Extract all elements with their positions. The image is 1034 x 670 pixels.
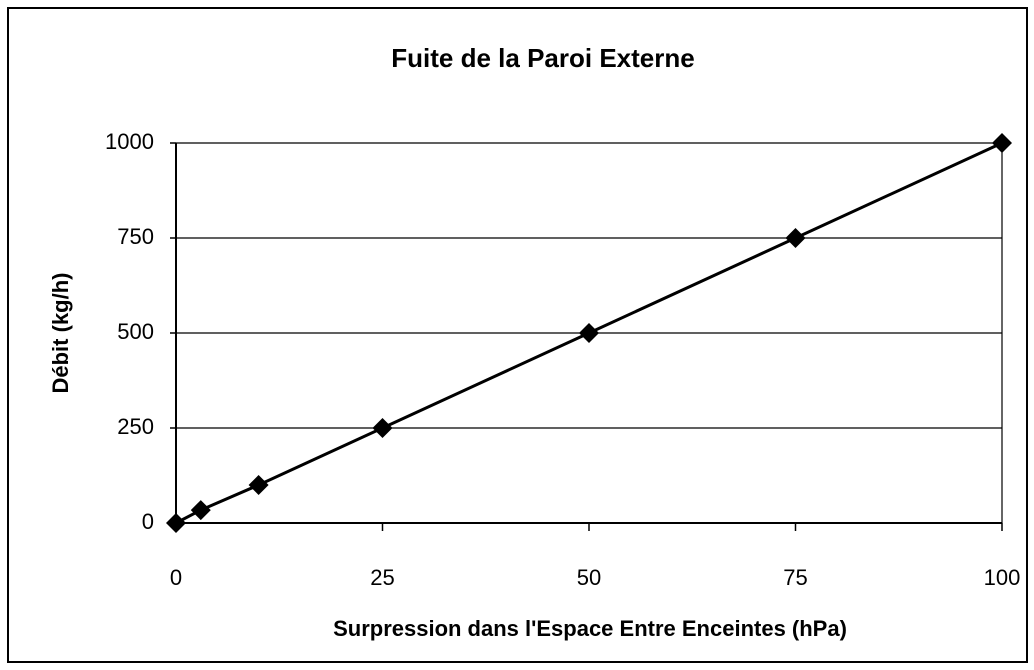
data-point bbox=[372, 418, 393, 438]
x-tick-label: 25 bbox=[370, 565, 394, 590]
data-point bbox=[785, 228, 806, 248]
y-tick-label: 0 bbox=[142, 509, 154, 534]
data-point bbox=[579, 323, 599, 343]
x-tick-label: 100 bbox=[984, 565, 1021, 590]
y-tick-label: 750 bbox=[117, 224, 154, 249]
x-tick-label: 0 bbox=[170, 565, 182, 590]
data-point bbox=[190, 500, 211, 521]
y-tick-label: 500 bbox=[117, 319, 154, 344]
data-point bbox=[166, 513, 186, 533]
y-tick-label: 1000 bbox=[105, 129, 154, 154]
chart-frame bbox=[7, 7, 1028, 663]
data-point bbox=[248, 475, 269, 495]
y-axis-label: Débit (kg/h) bbox=[48, 273, 73, 394]
x-axis-label: Surpression dans l'Espace Entre Enceinte… bbox=[333, 616, 847, 641]
x-tick-label: 75 bbox=[783, 565, 807, 590]
chart-title: Fuite de la Paroi Externe bbox=[391, 43, 694, 73]
x-tick-label: 50 bbox=[577, 565, 601, 590]
y-tick-label: 250 bbox=[117, 414, 154, 439]
data-point bbox=[992, 133, 1012, 153]
